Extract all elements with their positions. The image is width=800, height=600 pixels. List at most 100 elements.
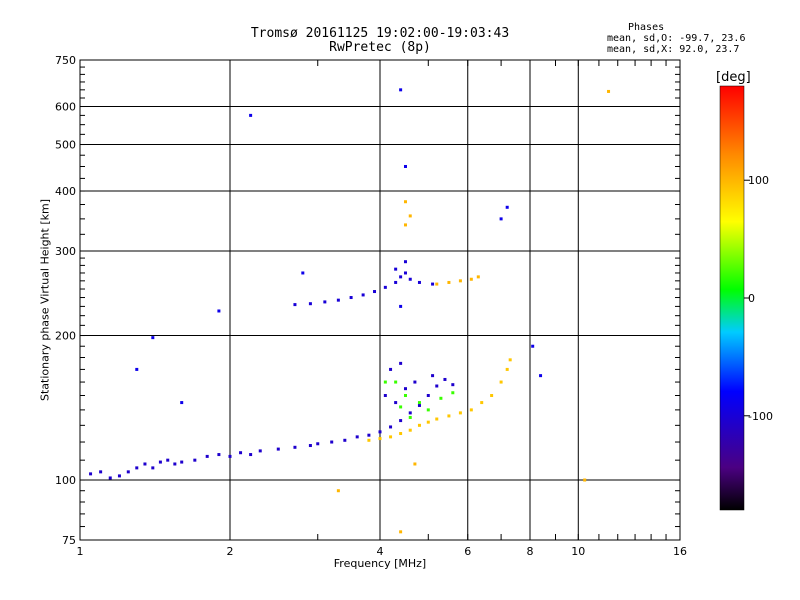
- x-axis-label: Frequency [MHz]: [333, 557, 427, 570]
- data-point: [399, 405, 403, 409]
- data-point: [367, 438, 371, 442]
- data-point: [394, 267, 398, 271]
- data-point: [447, 280, 451, 284]
- data-point: [330, 440, 334, 444]
- data-point: [367, 433, 371, 437]
- data-point: [308, 302, 312, 306]
- data-point: [389, 435, 393, 439]
- data-point: [399, 419, 403, 423]
- x-tick-label: 1: [77, 545, 84, 558]
- data-point: [151, 466, 155, 470]
- data-point: [336, 489, 340, 493]
- data-point: [158, 460, 162, 464]
- data-point: [389, 425, 393, 429]
- data-point: [217, 309, 221, 313]
- data-point: [276, 447, 280, 451]
- colorbar-bar: [719, 85, 745, 511]
- data-point: [399, 88, 403, 92]
- data-point: [355, 435, 359, 439]
- y-tick-label: 500: [55, 139, 76, 152]
- data-point: [439, 396, 443, 400]
- data-point: [166, 458, 170, 462]
- data-point: [143, 462, 147, 466]
- grid-lines: [80, 60, 680, 540]
- x-tick-label: 8: [527, 545, 534, 558]
- data-point: [193, 458, 197, 462]
- data-point: [583, 478, 587, 482]
- data-point: [99, 470, 103, 474]
- data-point: [505, 205, 509, 209]
- data-point: [126, 470, 130, 474]
- data-point: [399, 432, 403, 436]
- data-point: [383, 285, 387, 289]
- y-tick-label: 75: [62, 534, 76, 547]
- data-point: [361, 293, 365, 297]
- data-point: [349, 296, 353, 300]
- x-tick-label: 16: [673, 545, 687, 558]
- data-point: [399, 361, 403, 365]
- data-point: [408, 411, 412, 415]
- data-point: [239, 451, 243, 455]
- colorbar: 100 0 -100: [719, 85, 773, 511]
- data-point: [323, 300, 327, 304]
- data-point: [316, 442, 320, 446]
- colorbar-title: [deg]: [716, 70, 751, 85]
- data-point: [403, 164, 407, 168]
- data-point: [499, 217, 503, 221]
- data-point: [389, 367, 393, 371]
- colorbar-tick-label: -100: [748, 410, 773, 423]
- colorbar-tick-label: 100: [748, 174, 769, 187]
- y-tick-label: 750: [55, 54, 76, 67]
- data-point: [180, 401, 184, 405]
- data-point: [431, 374, 435, 378]
- data-point: [607, 89, 611, 93]
- data-point: [135, 466, 139, 470]
- data-point: [308, 444, 312, 448]
- data-point: [435, 417, 439, 421]
- y-tick-label: 400: [55, 185, 76, 198]
- phases-x-mode: mean, sd,X: 92.0, 23.7: [607, 44, 740, 55]
- data-point: [499, 380, 503, 384]
- data-point: [217, 453, 221, 457]
- data-point: [173, 462, 177, 466]
- data-point: [301, 271, 305, 275]
- data-point: [343, 438, 347, 442]
- data-point: [508, 358, 512, 362]
- data-point: [399, 530, 403, 534]
- data-point: [89, 472, 93, 476]
- data-point: [135, 367, 139, 371]
- data-point: [249, 453, 253, 457]
- data-point: [458, 279, 462, 283]
- data-point: [417, 423, 421, 427]
- data-point: [431, 282, 435, 286]
- phases-o-mode: mean, sd,O: -99.7, 23.6: [607, 33, 746, 44]
- data-point: [228, 454, 232, 458]
- data-point: [403, 387, 407, 391]
- data-point: [293, 445, 297, 449]
- data-point: [408, 415, 412, 419]
- data-point: [394, 380, 398, 384]
- chart-title: Tromsø 20161125 19:02:00-19:03:43: [250, 26, 510, 41]
- data-point: [383, 380, 387, 384]
- data-point: [151, 336, 155, 340]
- data-point: [476, 275, 480, 279]
- y-tick-label: 100: [55, 474, 76, 487]
- data-point: [539, 374, 543, 378]
- y-axis-label: Stationary phase Virtual Height [km]: [38, 198, 52, 402]
- axis-ticks: 1 2 4 6 8 10 16 75 100 200 300 400 500 600 750: [55, 54, 687, 558]
- data-point: [336, 298, 340, 302]
- data-point: [426, 394, 430, 398]
- x-tick-label: 10: [571, 545, 585, 558]
- data-point: [373, 290, 377, 294]
- data-point: [531, 344, 535, 348]
- data-point: [505, 367, 509, 371]
- data-point: [469, 277, 473, 281]
- x-tick-label: 2: [227, 545, 234, 558]
- y-tick-label: 200: [55, 330, 76, 343]
- data-point: [403, 223, 407, 227]
- data-point: [408, 428, 412, 432]
- data-point: [403, 200, 407, 204]
- phases-title: Phases: [628, 22, 665, 33]
- data-point: [447, 414, 451, 418]
